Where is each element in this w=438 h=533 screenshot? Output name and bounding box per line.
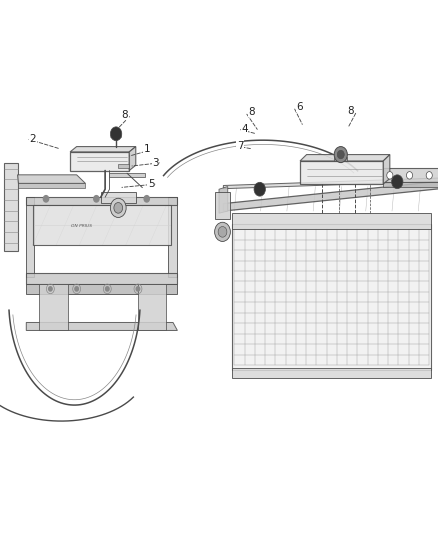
Circle shape [75,287,78,291]
Text: 6: 6 [297,102,304,111]
Circle shape [144,196,149,202]
Circle shape [406,172,413,179]
Polygon shape [383,155,390,184]
Text: 5: 5 [148,179,155,189]
Polygon shape [118,164,129,168]
Circle shape [136,287,140,291]
Circle shape [337,150,344,159]
Polygon shape [26,197,34,277]
Polygon shape [168,197,177,277]
Polygon shape [18,175,85,183]
Circle shape [94,196,99,202]
Circle shape [49,287,52,291]
Polygon shape [109,173,145,177]
Polygon shape [334,157,347,161]
Polygon shape [26,273,177,284]
Circle shape [387,172,393,179]
Polygon shape [232,368,431,378]
Text: 7: 7 [237,141,244,150]
Polygon shape [219,187,228,213]
Circle shape [254,182,265,196]
Text: 8: 8 [121,110,128,119]
Polygon shape [383,182,438,187]
Polygon shape [26,197,177,205]
Text: 1: 1 [143,144,150,154]
Polygon shape [70,147,136,152]
Polygon shape [223,181,438,211]
Polygon shape [33,205,171,245]
Polygon shape [111,132,121,138]
Polygon shape [138,284,166,330]
Polygon shape [215,192,230,219]
Polygon shape [26,322,177,330]
Circle shape [215,222,230,241]
Polygon shape [223,178,438,189]
Circle shape [114,203,123,213]
Text: 3: 3 [152,158,159,167]
Polygon shape [300,161,383,184]
Text: 4: 4 [241,124,248,134]
Polygon shape [129,147,136,171]
Polygon shape [39,284,68,330]
Circle shape [43,196,49,202]
Polygon shape [232,213,431,229]
Circle shape [334,147,347,163]
Polygon shape [383,168,438,182]
Polygon shape [70,152,129,171]
Polygon shape [18,183,85,188]
Circle shape [218,227,227,237]
Text: 2: 2 [29,134,36,143]
Circle shape [110,198,126,217]
Text: 8: 8 [347,106,354,116]
Polygon shape [26,284,177,294]
Circle shape [106,287,109,291]
Circle shape [110,127,122,141]
Circle shape [426,172,432,179]
Circle shape [392,175,403,189]
Polygon shape [300,155,390,161]
Polygon shape [4,163,18,251]
Polygon shape [232,224,431,370]
Text: ON PRIUS: ON PRIUS [71,224,92,228]
Text: 8: 8 [248,107,255,117]
Polygon shape [101,192,136,203]
